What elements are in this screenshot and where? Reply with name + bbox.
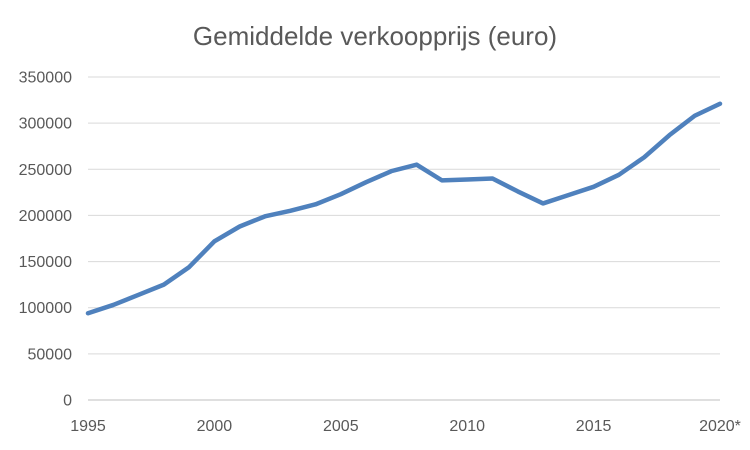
y-axis-tick-labels: 0 50000 100000 150000 200000 250000 300000 3500… [19,70,72,410]
y-tick-label: 50000 [28,346,73,363]
x-tick-label: 2015 [576,418,612,435]
y-tick-label: 100000 [19,300,72,317]
y-tick-label: 250000 [19,162,72,179]
gridlines [88,76,720,401]
y-tick-label: 200000 [19,208,72,225]
y-tick-label: 350000 [19,70,72,87]
y-tick-label: 0 [63,393,72,410]
x-tick-label: 2005 [323,418,359,435]
y-tick-label: 300000 [19,116,72,133]
x-axis-tick-labels: 1995 2000 2005 2010 2015 2020* [70,418,741,435]
series-line [85,101,723,316]
y-tick-label: 150000 [19,254,72,271]
x-tick-label: 1995 [70,418,106,435]
chart-title: Gemiddelde verkoopprijs (euro) [193,21,557,51]
x-tick-label: 2010 [449,418,485,435]
x-tick-label: 2020* [699,418,741,435]
series-layer [85,101,723,316]
x-tick-label: 2000 [197,418,233,435]
